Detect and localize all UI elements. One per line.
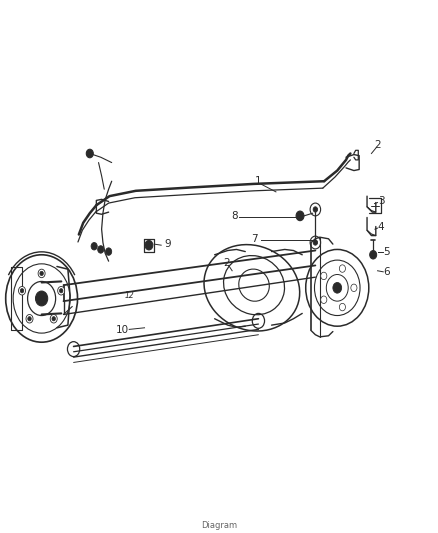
Circle shape	[40, 271, 43, 276]
Text: 3: 3	[378, 197, 385, 206]
Circle shape	[313, 240, 318, 245]
Circle shape	[26, 314, 33, 323]
Circle shape	[86, 149, 93, 158]
Circle shape	[321, 296, 327, 303]
Text: 4: 4	[378, 222, 385, 232]
Text: 12: 12	[124, 292, 134, 300]
Text: 1: 1	[255, 176, 262, 186]
Circle shape	[58, 286, 65, 295]
Circle shape	[35, 291, 48, 306]
Circle shape	[91, 243, 97, 250]
Circle shape	[321, 272, 327, 280]
Text: 5: 5	[383, 247, 390, 256]
Text: 9: 9	[164, 239, 171, 249]
Circle shape	[370, 251, 377, 259]
Text: 10: 10	[116, 326, 129, 335]
Text: 6: 6	[383, 267, 390, 277]
Circle shape	[313, 207, 318, 212]
Circle shape	[20, 288, 24, 293]
Circle shape	[339, 265, 346, 272]
Circle shape	[333, 282, 342, 293]
Text: 8: 8	[231, 212, 238, 221]
Circle shape	[339, 303, 346, 311]
Circle shape	[296, 211, 304, 221]
Circle shape	[60, 288, 63, 293]
Text: 2: 2	[223, 258, 230, 268]
Text: Diagram: Diagram	[201, 521, 237, 529]
Circle shape	[106, 248, 112, 255]
Circle shape	[52, 317, 56, 321]
Text: 7: 7	[251, 234, 258, 244]
Text: 2: 2	[374, 140, 381, 150]
Circle shape	[18, 286, 25, 295]
Circle shape	[145, 240, 153, 250]
Circle shape	[38, 269, 45, 278]
Circle shape	[98, 246, 104, 253]
Circle shape	[50, 314, 57, 323]
Circle shape	[351, 284, 357, 292]
Circle shape	[28, 317, 31, 321]
